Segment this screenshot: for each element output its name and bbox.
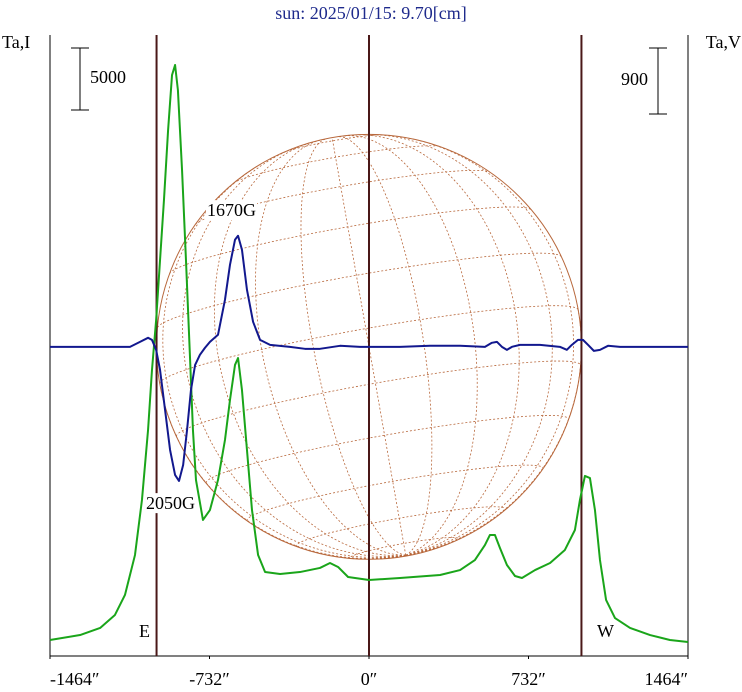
annotation: 1670G — [207, 200, 256, 220]
disk-grid-line — [337, 136, 433, 556]
disk-grid-line — [405, 535, 467, 556]
limb-label: E — [139, 621, 150, 641]
disk-grid-line — [405, 137, 574, 556]
disk-grid-line — [159, 383, 406, 559]
annotation-background — [206, 200, 257, 221]
series-line — [49, 64, 689, 643]
limb-label: W — [597, 621, 614, 641]
y-axis-label: Ta,I — [2, 32, 30, 52]
disk-grid-line — [343, 135, 478, 556]
solar-disk — [156, 133, 582, 560]
disk-grid-line — [370, 134, 553, 556]
series-line — [50, 234, 688, 482]
x-tick-label: 1464″ — [645, 669, 689, 689]
annotation-background — [145, 493, 196, 514]
scale-bar-label: 5000 — [90, 67, 126, 87]
disk-grid-line — [157, 252, 562, 328]
disk-grid-line — [246, 464, 544, 522]
x-tick-label: 732″ — [511, 669, 546, 689]
disk-grid-line — [355, 134, 520, 556]
x-tick-label: -1464″ — [50, 669, 100, 689]
x-tick-label: 0″ — [361, 669, 378, 689]
disk-grid-line — [341, 554, 406, 560]
disk-grid-line — [405, 552, 422, 556]
y2-axis-label: Ta,V — [706, 32, 741, 52]
disk-grid-line — [213, 142, 406, 557]
disk-grid-line — [255, 139, 406, 556]
chart-title: sun: 2025/01/15: 9.70[cm] — [275, 3, 467, 23]
disk-grid-line — [162, 162, 406, 558]
disk-grid-line — [300, 138, 406, 556]
scale-bar-label: 900 — [621, 69, 648, 89]
x-tick-label: -732″ — [189, 669, 230, 689]
annotation: 2050G — [146, 493, 195, 513]
